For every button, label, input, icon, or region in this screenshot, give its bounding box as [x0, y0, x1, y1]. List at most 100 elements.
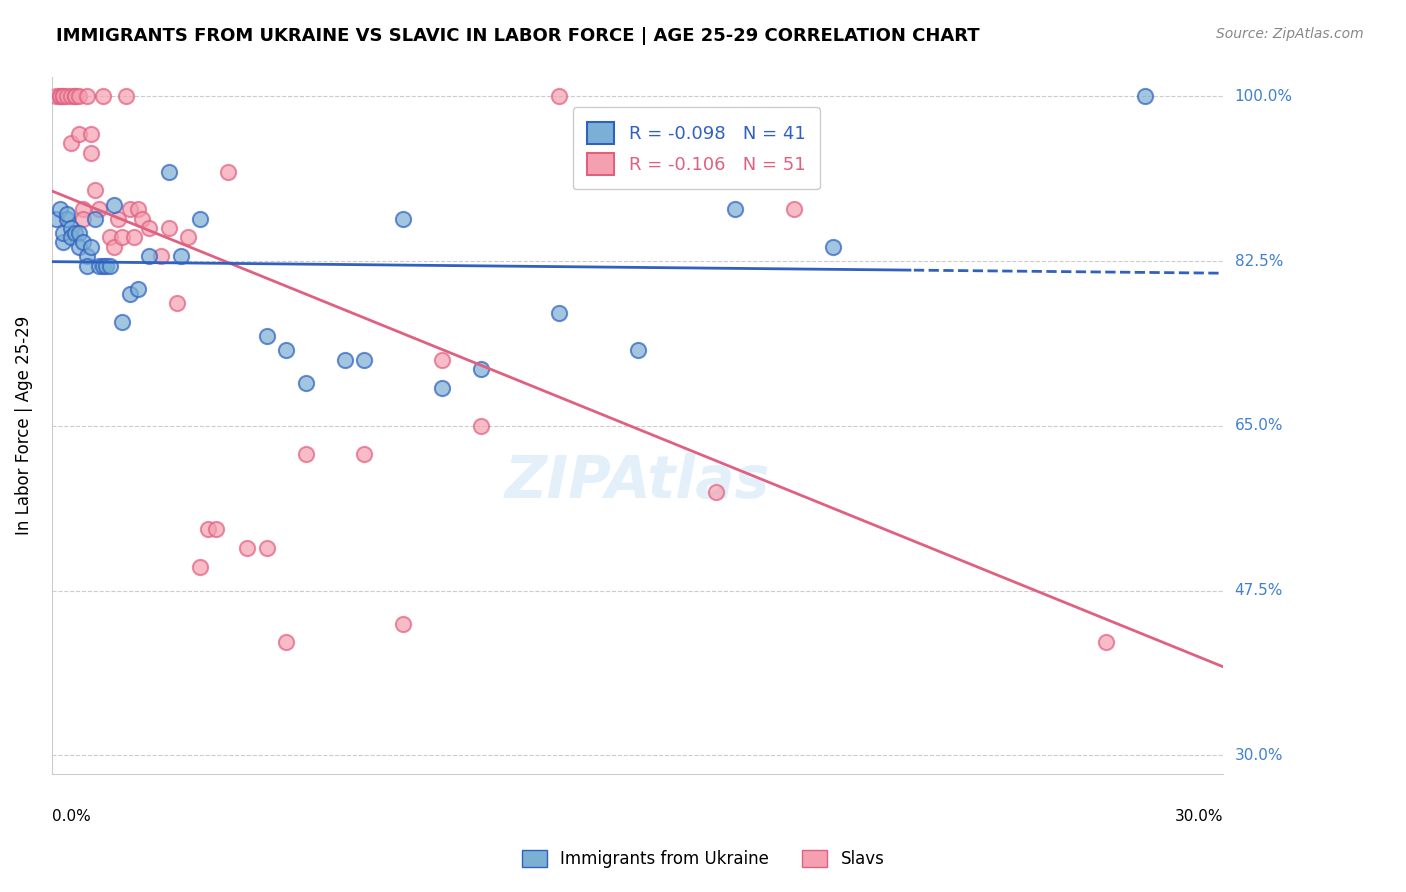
Point — [392, 211, 415, 226]
Point — [166, 296, 188, 310]
Point — [60, 230, 83, 244]
Point — [87, 202, 110, 217]
Point — [470, 362, 492, 376]
Point — [91, 259, 114, 273]
Point — [217, 164, 239, 178]
Point — [48, 89, 70, 103]
Point — [67, 226, 90, 240]
Text: 65.0%: 65.0% — [1234, 418, 1284, 434]
Point — [1095, 635, 1118, 649]
Point — [138, 221, 160, 235]
Point — [72, 202, 94, 217]
Point — [67, 127, 90, 141]
Point — [169, 249, 191, 263]
Point — [197, 522, 219, 536]
Point — [56, 89, 79, 103]
Point — [274, 343, 297, 358]
Point — [626, 118, 648, 132]
Point — [67, 240, 90, 254]
Point — [76, 259, 98, 273]
Point — [333, 352, 356, 367]
Point — [48, 202, 70, 217]
Point — [256, 329, 278, 343]
Point — [103, 240, 125, 254]
Point — [63, 89, 86, 103]
Point — [80, 127, 103, 141]
Point — [98, 259, 121, 273]
Y-axis label: In Labor Force | Age 25-29: In Labor Force | Age 25-29 — [15, 316, 32, 535]
Point — [52, 89, 75, 103]
Point — [236, 541, 259, 556]
Point — [115, 89, 138, 103]
Text: IMMIGRANTS FROM UKRAINE VS SLAVIC IN LABOR FORCE | AGE 25-29 CORRELATION CHART: IMMIGRANTS FROM UKRAINE VS SLAVIC IN LAB… — [56, 27, 980, 45]
Point — [118, 202, 141, 217]
Point — [98, 230, 121, 244]
Point — [256, 541, 278, 556]
Point — [157, 164, 180, 178]
Text: 47.5%: 47.5% — [1234, 583, 1282, 598]
Text: 0.0%: 0.0% — [52, 809, 90, 824]
Point — [353, 447, 375, 461]
Point — [48, 89, 70, 103]
Legend: R = -0.098   N = 41, R = -0.106   N = 51: R = -0.098 N = 41, R = -0.106 N = 51 — [572, 107, 820, 189]
Point — [392, 616, 415, 631]
Point — [274, 635, 297, 649]
Point — [1135, 89, 1157, 103]
Point — [353, 352, 375, 367]
Point — [783, 202, 806, 217]
Point — [80, 240, 103, 254]
Point — [83, 211, 105, 226]
Point — [548, 306, 571, 320]
Point — [294, 447, 316, 461]
Point — [67, 89, 90, 103]
Text: ZIPAtlas: ZIPAtlas — [505, 453, 770, 510]
Text: Source: ZipAtlas.com: Source: ZipAtlas.com — [1216, 27, 1364, 41]
Text: 30.0%: 30.0% — [1234, 747, 1284, 763]
Point — [83, 183, 105, 197]
Point — [432, 352, 454, 367]
Legend: Immigrants from Ukraine, Slavs: Immigrants from Ukraine, Slavs — [515, 843, 891, 875]
Point — [91, 89, 114, 103]
Point — [131, 211, 153, 226]
Text: 82.5%: 82.5% — [1234, 253, 1282, 268]
Point — [704, 484, 727, 499]
Point — [470, 418, 492, 433]
Point — [60, 221, 83, 235]
Point — [122, 230, 145, 244]
Point — [432, 381, 454, 395]
Point — [80, 145, 103, 160]
Point — [724, 202, 747, 217]
Point — [63, 89, 86, 103]
Point — [96, 259, 118, 273]
Point — [45, 211, 67, 226]
Point — [204, 522, 226, 536]
Point — [157, 221, 180, 235]
Point — [72, 211, 94, 226]
Point — [72, 235, 94, 250]
Point — [111, 315, 134, 329]
Point — [626, 343, 648, 358]
Point — [111, 230, 134, 244]
Point — [52, 235, 75, 250]
Point — [821, 240, 844, 254]
Point — [127, 202, 149, 217]
Point — [188, 211, 211, 226]
Point — [60, 136, 83, 151]
Point — [56, 207, 79, 221]
Point — [118, 287, 141, 301]
Point — [138, 249, 160, 263]
Point — [52, 89, 75, 103]
Point — [60, 89, 83, 103]
Point — [63, 226, 86, 240]
Point — [76, 89, 98, 103]
Text: 30.0%: 30.0% — [1175, 809, 1223, 824]
Point — [45, 89, 67, 103]
Point — [103, 197, 125, 211]
Point — [294, 376, 316, 391]
Point — [56, 211, 79, 226]
Text: 100.0%: 100.0% — [1234, 89, 1292, 103]
Point — [548, 89, 571, 103]
Point — [107, 211, 129, 226]
Point — [52, 226, 75, 240]
Point — [150, 249, 173, 263]
